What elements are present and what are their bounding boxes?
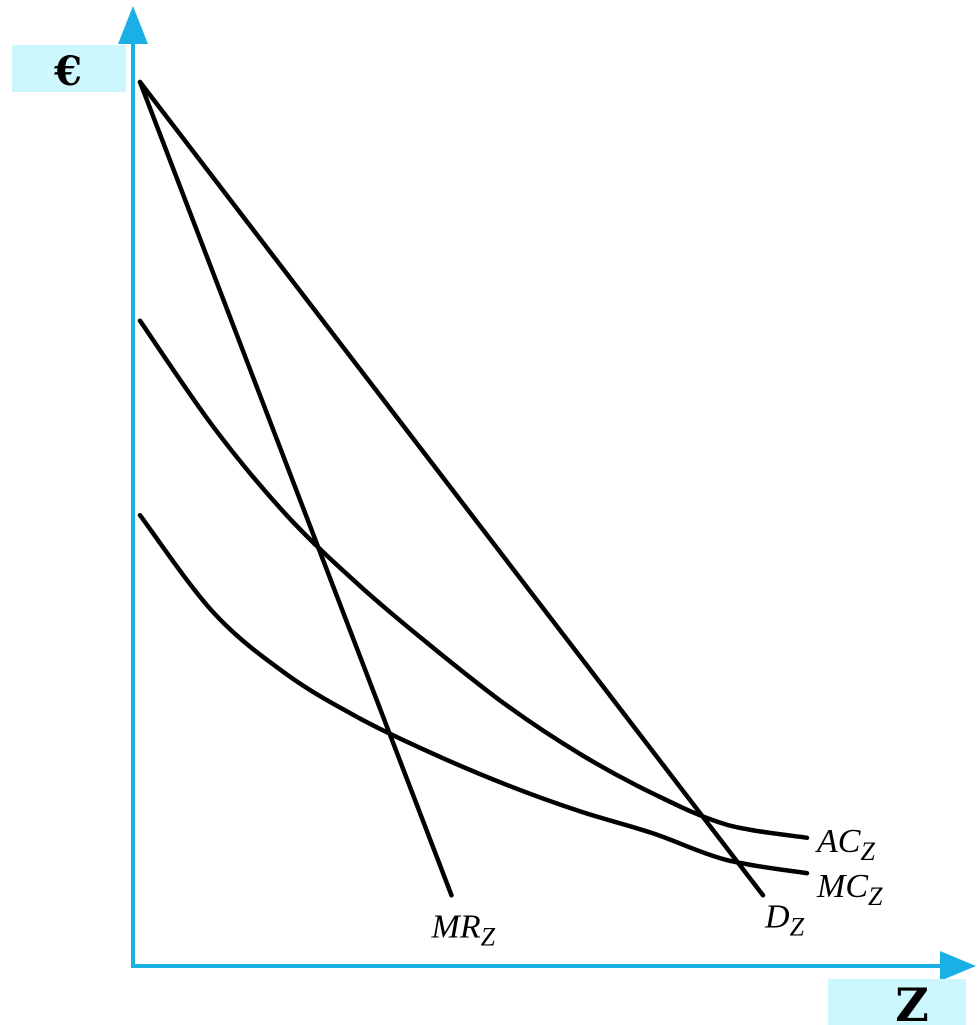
series-label-name: AC xyxy=(815,823,861,860)
series-label-name: D xyxy=(764,898,790,935)
y-axis-label-box xyxy=(12,45,126,92)
x-axis-arrow-icon xyxy=(940,951,976,981)
series-label-subscript: Z xyxy=(481,922,496,951)
y-axis-arrow-icon xyxy=(118,6,148,44)
series-label-mr: MRZ xyxy=(431,908,496,951)
series-line-ac xyxy=(137,318,810,841)
series-label-name: MR xyxy=(431,908,481,945)
series-label-name: MC xyxy=(816,868,868,905)
series-label-subscript: Z xyxy=(790,912,805,941)
x-axis-label-box xyxy=(828,979,966,1025)
y-axis-label: € xyxy=(53,48,82,95)
x-axis-label: Z xyxy=(895,978,929,1025)
series-line-mc xyxy=(137,512,810,876)
series-label-subscript: Z xyxy=(860,837,875,866)
series-label-mc: MCZ xyxy=(816,868,883,911)
series-line-mr xyxy=(137,79,454,898)
series-label-d: DZ xyxy=(764,898,805,941)
series-line-d xyxy=(137,79,766,898)
curves-group xyxy=(137,79,810,898)
series-label-ac: ACZ xyxy=(815,823,875,866)
series-label-subscript: Z xyxy=(868,882,883,911)
